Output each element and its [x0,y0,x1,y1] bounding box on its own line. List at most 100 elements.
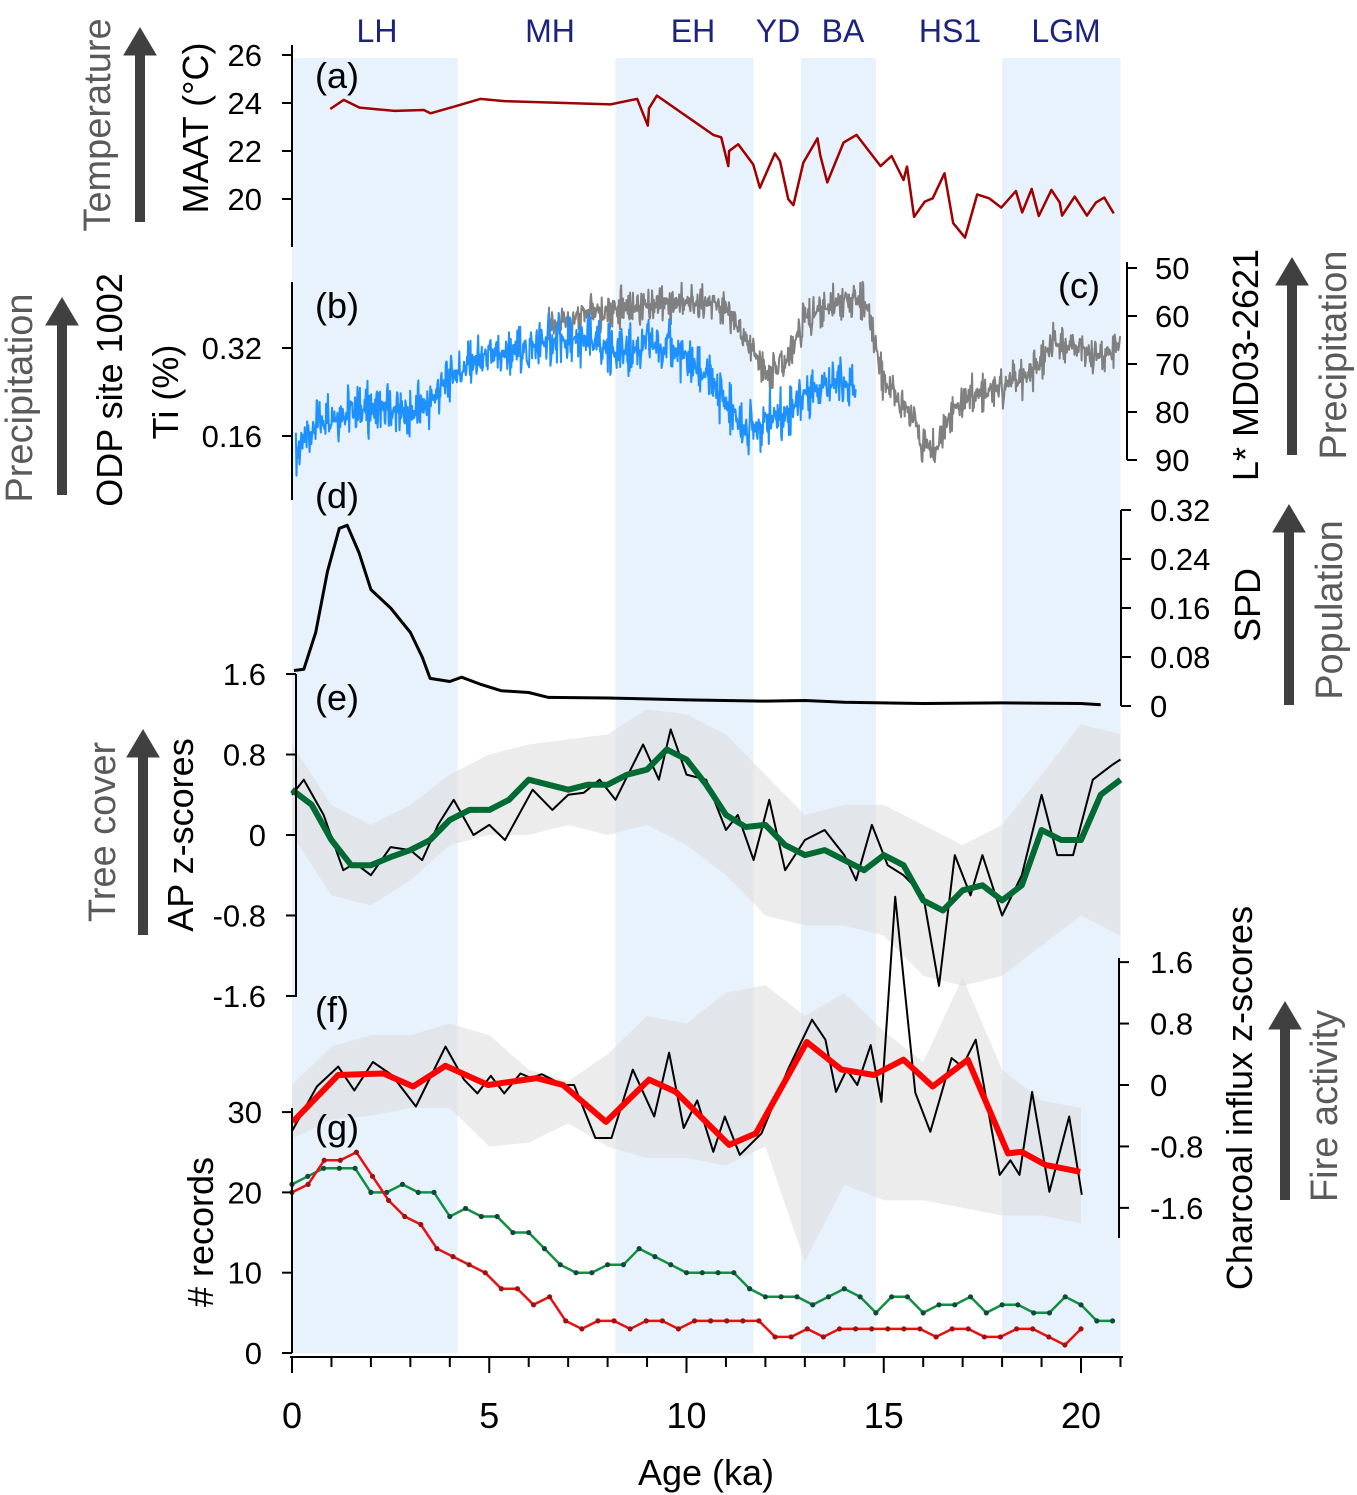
records-point-green [431,1189,437,1195]
y-tick-label-f: 0.8 [1150,1007,1193,1042]
ap-envelope [292,709,1121,986]
y-tick-label-e: -0.8 [213,898,266,933]
records-point-green [368,1189,374,1195]
arrow-up-icon [1272,504,1306,705]
records-point-red [756,1318,762,1324]
y-tick-label-e: 0 [249,818,266,853]
records-point-green [573,1270,579,1276]
arrow-up-icon [1268,1001,1302,1200]
panel-label-e: (e) [315,677,359,718]
records-point-red [627,1326,633,1332]
ti-line [294,311,857,477]
records-point-red [418,1221,424,1228]
records-point-green [1031,1310,1037,1316]
y-tick-label-g: 30 [228,1095,262,1130]
records-point-green [494,1213,500,1220]
records-point-green [1078,1302,1084,1308]
y-tick-label-f: -1.6 [1150,1191,1203,1226]
odp-site-label: ODP site 1002 [89,273,130,506]
records-point-green [936,1302,942,1308]
records-point-red [724,1318,730,1324]
records-point-red [691,1318,698,1324]
y-tick-label-f: 1.6 [1150,945,1193,980]
maat-line [329,94,1115,239]
records-point-red [305,1181,311,1187]
y-tick-label-a: 22 [228,134,262,169]
records-point-red [1062,1342,1068,1348]
y-tick-label-g: 0 [245,1336,262,1371]
records-point-green [747,1286,753,1292]
precipitation-proxy-label-left: Precipitation [0,293,41,502]
period-labels: LH MH EH YD BA HS1 LGM [357,13,1101,49]
spd-axis-label: SPD [1227,568,1268,642]
period-band-lh [292,58,458,1353]
records-point-green [983,1310,989,1316]
records-point-red [675,1326,682,1332]
panel-label-b: (b) [315,285,359,326]
records-point-green [904,1294,911,1300]
records-point-red [869,1326,875,1332]
maat-axis-label: MAAT (°C) [175,42,216,213]
records-point-red [611,1318,617,1324]
y-tick-label-d: 0.16 [1150,591,1210,626]
records-point-red [514,1286,521,1292]
records-point-green [415,1189,421,1195]
records-point-green [620,1262,626,1268]
period-label-yd: YD [756,13,800,49]
charcoal-envelope [292,977,1081,1262]
records-point-red [836,1326,843,1332]
records-point-green [462,1205,469,1212]
records-point-green [1094,1318,1100,1324]
records-point-green [841,1286,847,1292]
panel-label-c: (c) [1058,265,1100,306]
records-point-red [579,1326,585,1332]
panel-label-g: (g) [315,1107,359,1148]
records-point-red [337,1157,343,1163]
records-point-red [1078,1326,1084,1332]
period-label-ba: BA [822,13,865,49]
y-tick-label-e: -1.6 [213,979,266,1014]
records-point-red [1013,1326,1020,1332]
records-point-red [1046,1334,1052,1340]
records-point-green [320,1165,327,1171]
records-point-green [352,1165,358,1171]
records-point-red [547,1294,553,1300]
records-point-red [353,1149,360,1155]
records-point-red [434,1246,440,1252]
records-point-green [731,1270,737,1276]
records-point-green [541,1246,548,1252]
records-point-green [336,1165,342,1171]
y-tick-label-b: 0.16 [202,419,262,454]
records-point-green [652,1254,658,1260]
records-point-green [967,1294,974,1300]
y-tick-label-c: 80 [1155,395,1189,430]
fire-activity-proxy-label: Fire activity [1304,1010,1346,1202]
records-point-green [889,1294,895,1300]
period-label-lh: LH [357,13,398,49]
x-tick-label: 10 [666,1395,706,1436]
records-point-green [478,1213,484,1220]
charcoal-smooth-line [290,1039,1081,1175]
y-tick-label-c: 90 [1155,443,1189,478]
y-tick-label-b: 0.32 [202,331,262,366]
records-point-green [589,1270,595,1276]
period-label-hs1: HS1 [919,13,981,49]
records-point-red [772,1334,778,1340]
y-tick-label-a: 24 [228,86,262,121]
records-point-green [399,1181,406,1187]
y-tick-label-d: 0.32 [1150,493,1210,528]
records-point-green [920,1310,926,1316]
records-point-green [825,1294,832,1300]
records-point-green [699,1270,705,1276]
records-point-red [981,1334,987,1340]
data-series [289,94,1123,1348]
temperature-proxy-label: Temperature [77,18,119,231]
records-point-green [715,1270,721,1276]
x-tick-label: 5 [479,1395,499,1436]
lstar-line [547,280,1122,464]
arrows [45,27,1309,1200]
records-point-red [885,1326,891,1332]
records-point-green [447,1213,453,1220]
y-tick-label-d: 0.08 [1150,640,1210,675]
